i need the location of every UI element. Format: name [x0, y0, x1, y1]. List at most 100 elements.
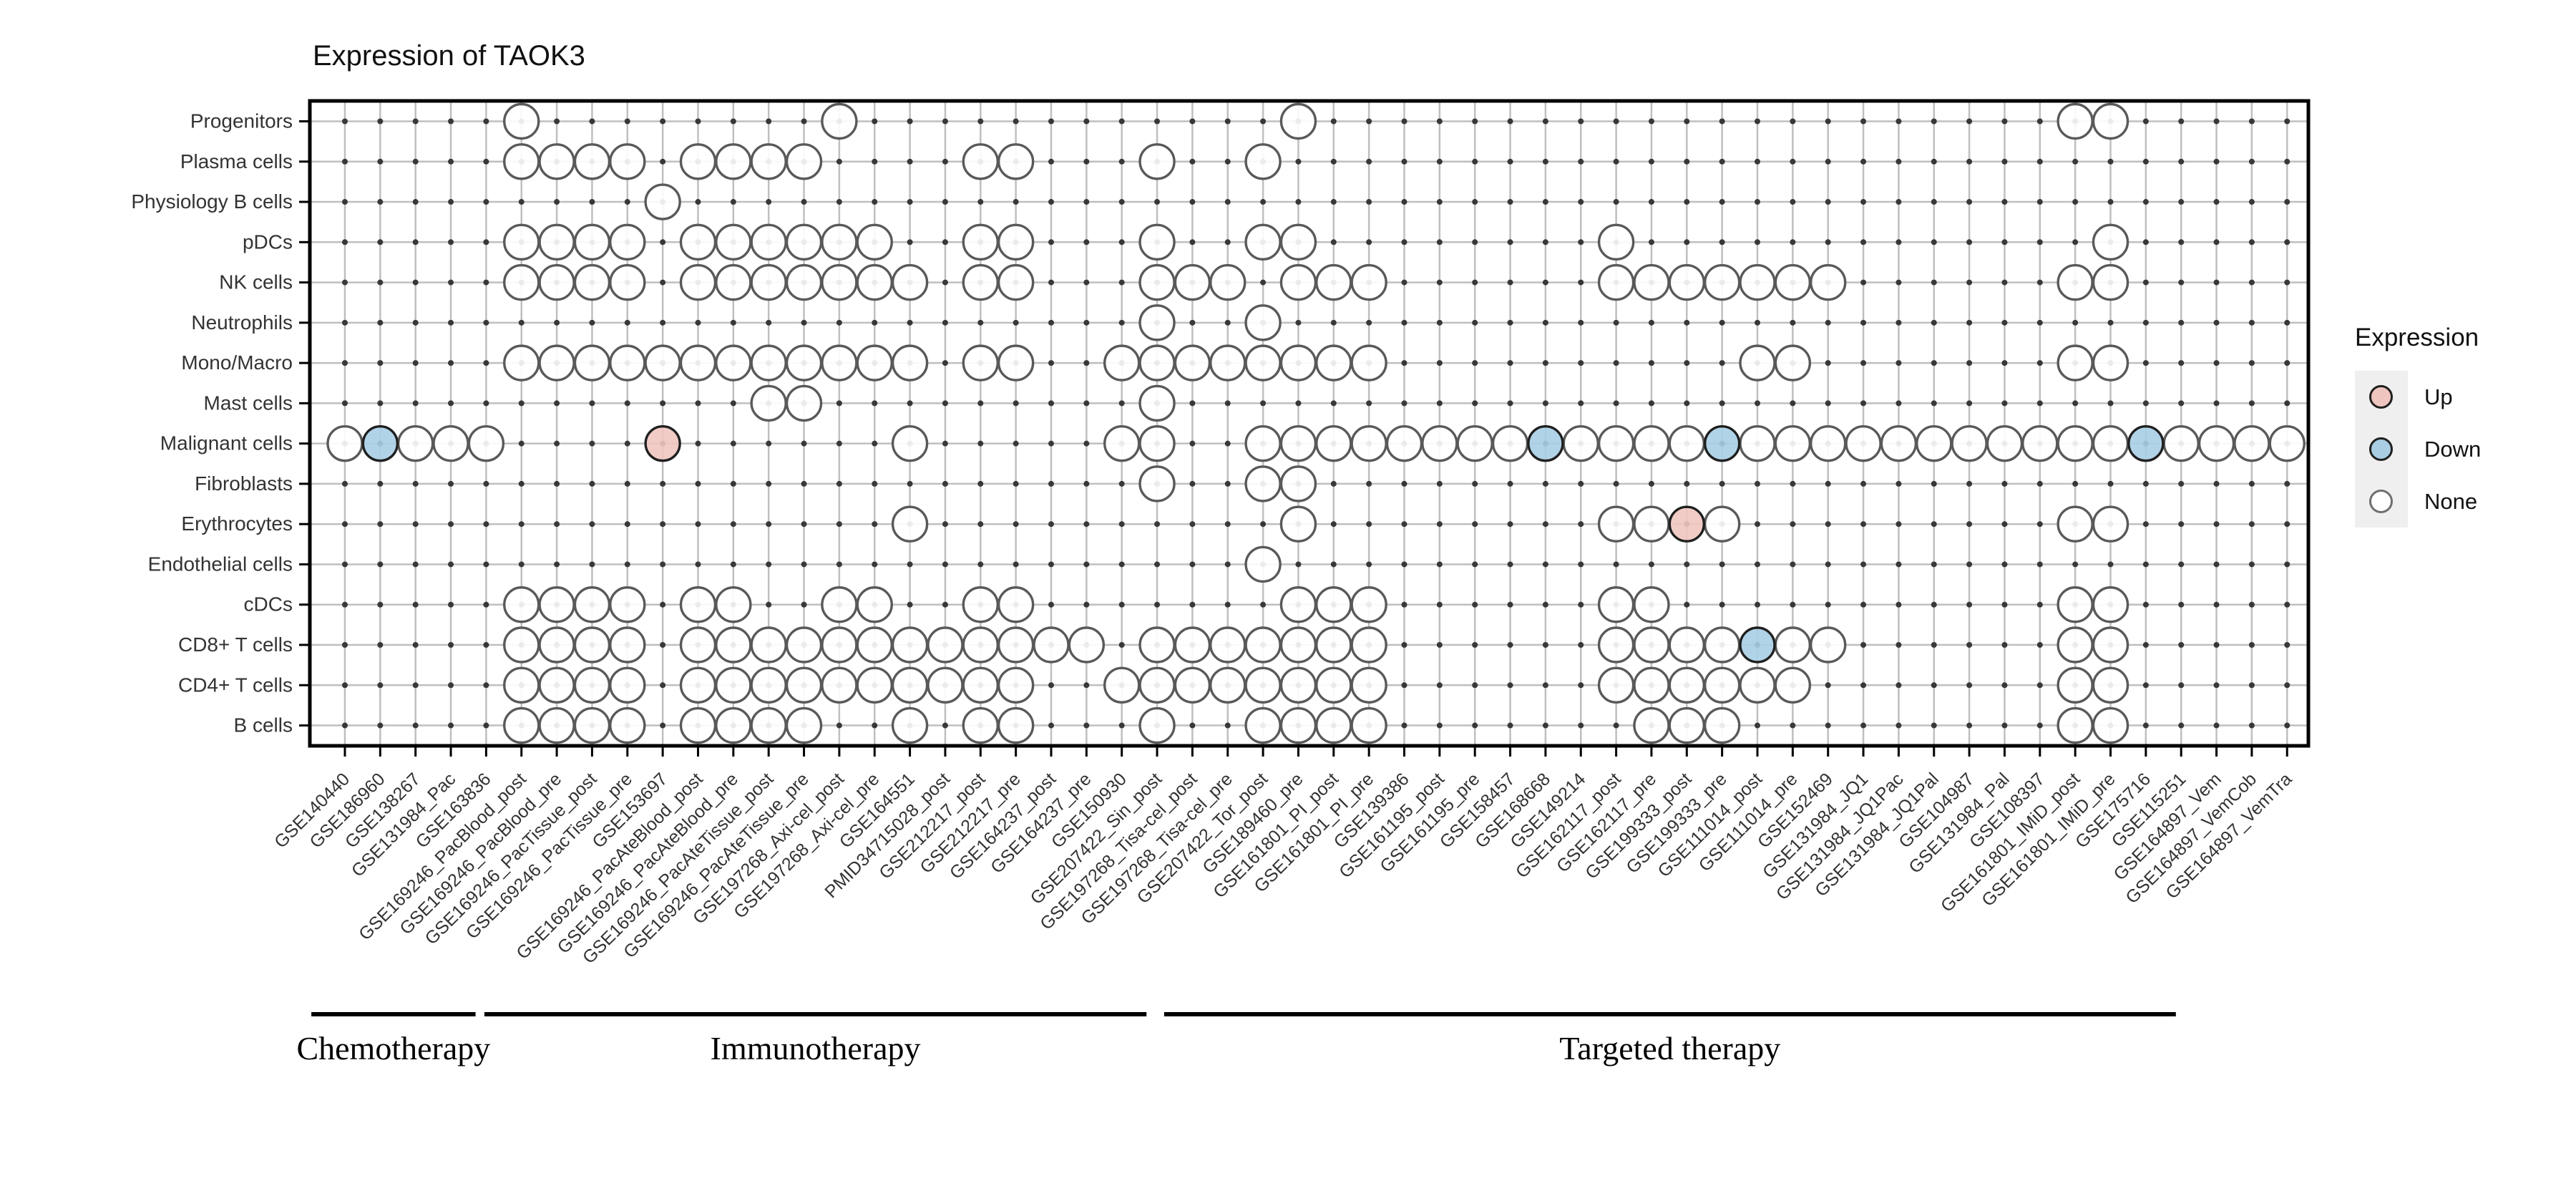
expression-dot	[1068, 626, 1106, 664]
expression-dot	[1315, 263, 1352, 301]
y-axis-label: Fibroblasts	[195, 472, 293, 495]
grid-dot	[589, 199, 595, 205]
expression-dot	[1138, 344, 1176, 381]
expression-dot	[715, 586, 752, 623]
grid-dot	[554, 118, 560, 125]
grid-dot	[1472, 118, 1478, 125]
grid-dot	[1436, 158, 1443, 165]
expression-dot	[2197, 424, 2235, 462]
grid-dot	[942, 158, 948, 165]
grid-dot	[1330, 400, 1337, 407]
grid-dot	[1542, 722, 1548, 729]
grid-dot	[1755, 601, 1760, 608]
grid-dot	[1224, 400, 1231, 407]
grid-dot	[1825, 682, 1831, 689]
expression-dot	[1633, 263, 1670, 301]
grid-dot	[554, 521, 560, 528]
expression-dot	[1209, 666, 1246, 704]
expression-dot	[821, 666, 858, 704]
grid-dot	[1648, 118, 1654, 125]
grid-dot	[1648, 400, 1654, 407]
grid-dot	[2248, 360, 2255, 366]
expression-dot	[2092, 505, 2129, 543]
grid-dot	[1613, 319, 1619, 326]
grid-dot	[2248, 561, 2255, 568]
grid-dot	[1542, 480, 1548, 487]
expression-dot	[573, 223, 611, 261]
expression-dot	[821, 223, 858, 261]
grid-dot	[766, 601, 772, 608]
expression-dot	[1597, 586, 1635, 623]
expression-dot	[1350, 586, 1387, 623]
expression-dot	[785, 384, 823, 422]
grid-dot	[2178, 400, 2185, 407]
expression-dot	[997, 344, 1035, 381]
grid-dot	[342, 118, 348, 125]
expression-dot	[856, 626, 893, 664]
grid-dot	[2001, 279, 2008, 286]
expression-dot	[1809, 626, 1847, 664]
expression-dot	[1174, 344, 1211, 381]
expression-dot	[1103, 344, 1141, 381]
grid-dot	[624, 400, 630, 407]
grid-dot	[2036, 601, 2043, 608]
grid-dot	[1472, 722, 1478, 729]
grid-dot	[2142, 199, 2149, 205]
grid-dot	[1472, 521, 1478, 528]
grid-dot	[1224, 480, 1231, 487]
grid-dot	[2213, 118, 2220, 125]
grid-dot	[1648, 199, 1654, 205]
expression-dot	[2092, 424, 2129, 462]
expression-dot	[2057, 666, 2094, 704]
grid-dot	[589, 319, 595, 326]
expression-dot	[1033, 626, 1070, 664]
grid-dot	[1260, 601, 1267, 608]
grid-dot	[2001, 601, 2008, 608]
grid-dot	[1966, 561, 1973, 568]
grid-dot	[624, 521, 630, 528]
grid-dot	[1083, 440, 1090, 447]
grid-dot	[589, 521, 595, 528]
grid-dot	[342, 400, 348, 407]
grid-dot	[1436, 118, 1443, 125]
grid-dot	[660, 480, 666, 487]
grid-dot	[1507, 400, 1513, 407]
grid-dot	[1896, 561, 1902, 568]
grid-dot	[872, 199, 878, 205]
grid-dot	[1507, 118, 1513, 125]
grid-dot	[412, 360, 419, 366]
grid-dot	[2248, 601, 2255, 608]
grid-dot	[907, 239, 913, 246]
expression-dot	[821, 626, 858, 664]
grid-dot	[377, 521, 384, 528]
grid-dot	[2072, 561, 2079, 568]
grid-dot	[377, 682, 384, 689]
grid-dot	[1224, 601, 1231, 608]
grid-dot	[2178, 601, 2185, 608]
grid-dot	[2178, 480, 2185, 487]
expression-dot	[1597, 505, 1635, 543]
grid-dot	[660, 722, 666, 729]
legend-label-up: Up	[2424, 384, 2453, 409]
grid-dot	[2142, 480, 2149, 487]
grid-dot	[1013, 521, 1019, 528]
grid-dot	[801, 440, 807, 447]
grid-dot	[1401, 561, 1407, 568]
expression-dot	[927, 666, 964, 704]
expression-dot	[856, 586, 893, 623]
grid-dot	[2142, 400, 2149, 407]
grid-dot	[2001, 561, 2008, 568]
grid-dot	[1825, 521, 1831, 528]
expression-dot	[1739, 626, 1776, 664]
expression-dot	[1774, 263, 1812, 301]
grid-dot	[801, 601, 807, 608]
grid-dot	[2248, 400, 2255, 407]
grid-dot	[1013, 480, 1019, 487]
y-axis-label: Progenitors	[190, 110, 293, 132]
therapy-group-label: Immunotherapy	[711, 1030, 921, 1066]
grid-dot	[377, 199, 384, 205]
expression-dot	[538, 626, 575, 664]
grid-dot	[2248, 118, 2255, 125]
grid-dot	[1542, 601, 1548, 608]
expression-dot	[2092, 102, 2129, 140]
